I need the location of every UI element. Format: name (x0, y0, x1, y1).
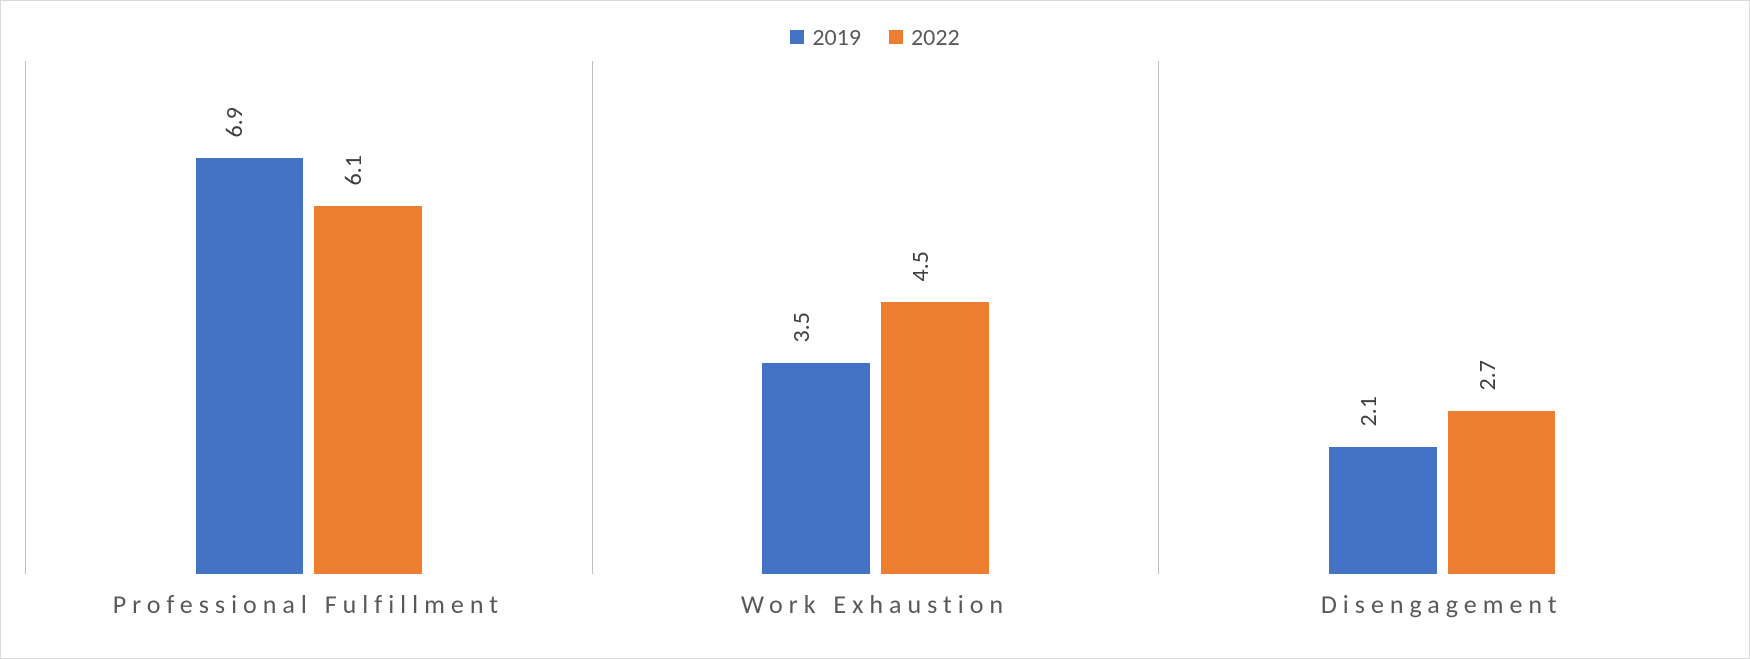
plot-area: 6.9 6.1 Professional Fulfillment 3.5 4.5 (25, 61, 1725, 634)
legend: 2019 2022 (25, 13, 1725, 61)
legend-label-2019: 2019 (812, 23, 861, 52)
chart-container: 2019 2022 6.9 6.1 Professional Fulfillme… (0, 0, 1750, 659)
bar-2019: 6.9 (196, 158, 303, 574)
bar-2019: 3.5 (762, 363, 869, 574)
bar-2022: 2.7 (1448, 411, 1555, 574)
panel-work-exhaustion: 3.5 4.5 Work Exhaustion (592, 61, 1159, 634)
bar-2022: 6.1 (314, 206, 421, 574)
panel-professional-fulfillment: 6.9 6.1 Professional Fulfillment (25, 61, 592, 634)
bar-value-label: 2.7 (1473, 360, 1502, 390)
bar-value-label: 6.1 (339, 155, 368, 185)
bar-value-label: 2.1 (1354, 396, 1383, 426)
category-label: Disengagement (1158, 574, 1725, 634)
bar-2019: 2.1 (1329, 447, 1436, 574)
legend-item-2022: 2022 (889, 23, 960, 52)
bar-2022: 4.5 (881, 302, 988, 574)
legend-item-2019: 2019 (790, 23, 861, 52)
category-label: Work Exhaustion (592, 574, 1159, 634)
legend-swatch-2022 (889, 30, 903, 44)
category-label: Professional Fulfillment (25, 574, 592, 634)
panel-disengagement: 2.1 2.7 Disengagement (1158, 61, 1725, 634)
bars-region: 3.5 4.5 (592, 61, 1159, 574)
bars-region: 6.9 6.1 (25, 61, 592, 574)
bar-value-label: 4.5 (906, 252, 935, 282)
bars-region: 2.1 2.7 (1158, 61, 1725, 574)
legend-swatch-2019 (790, 30, 804, 44)
bar-value-label: 3.5 (787, 312, 816, 342)
bar-value-label: 6.9 (220, 107, 249, 137)
legend-label-2022: 2022 (911, 23, 960, 52)
